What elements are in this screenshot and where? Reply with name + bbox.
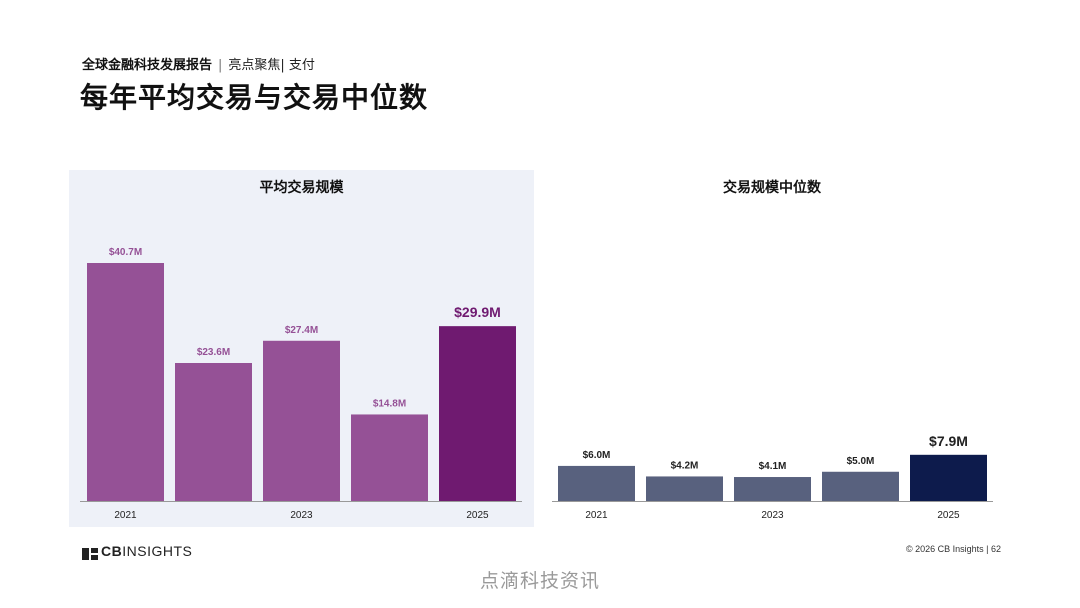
- x-tick-label-1-2023: 2023: [761, 510, 784, 521]
- bar-0-2021: [87, 263, 164, 501]
- bar-0-2023: [263, 340, 340, 501]
- bar-0-2025: [439, 326, 516, 501]
- cb-logo-icon: [82, 545, 98, 560]
- value-label-0-2025: $29.9M: [454, 304, 501, 320]
- x-tick-label-0-2025: 2025: [466, 510, 489, 521]
- breadcrumb-separator: |: [218, 58, 223, 73]
- watermark-text: 点滴科技资讯: [479, 570, 600, 592]
- value-label-1-2021: $6.0M: [583, 450, 611, 461]
- value-label-0-2021: $40.7M: [109, 247, 142, 258]
- value-label-0-2024: $14.8M: [373, 398, 406, 409]
- bar-0-2022: [175, 362, 252, 501]
- bar-1-2023: [734, 477, 811, 501]
- report-name: 全球金融科技发展报告: [82, 58, 213, 73]
- median-deal-size-chart-title: 交易规模中位数: [723, 180, 821, 196]
- value-label-1-2024: $5.0M: [847, 456, 875, 467]
- logo-text-bold: CB: [101, 543, 123, 559]
- x-tick-label-0-2021: 2021: [114, 510, 137, 521]
- avg-deal-size-chart-title: 平均交易规模: [259, 180, 344, 196]
- x-tick-label-1-2025: 2025: [937, 510, 960, 521]
- section-name: 亮点聚焦| 支付: [228, 58, 315, 73]
- bar-1-2024: [822, 471, 899, 501]
- value-label-1-2025: $7.9M: [929, 433, 968, 449]
- breadcrumb: 全球金融科技发展报告 | 亮点聚焦| 支付: [82, 54, 315, 73]
- value-label-0-2023: $27.4M: [285, 325, 318, 336]
- bar-0-2024: [351, 414, 428, 501]
- logo-text: INSIGHTS: [122, 543, 193, 559]
- cb-insights-logo: CBINSIGHTS: [82, 543, 193, 560]
- value-label-1-2023: $4.1M: [759, 461, 787, 472]
- copyright-and-page-number: © 2026 CB Insights | 62: [905, 544, 1001, 554]
- bar-1-2022: [646, 476, 723, 501]
- bar-1-2025: [910, 454, 987, 501]
- x-tick-label-0-2023: 2023: [290, 510, 313, 521]
- value-label-0-2022: $23.6M: [197, 347, 230, 358]
- value-label-1-2022: $4.2M: [671, 460, 699, 471]
- bar-1-2021: [558, 465, 635, 501]
- x-tick-label-1-2021: 2021: [585, 510, 608, 521]
- page-title: 每年平均交易与交易中位数: [80, 81, 429, 114]
